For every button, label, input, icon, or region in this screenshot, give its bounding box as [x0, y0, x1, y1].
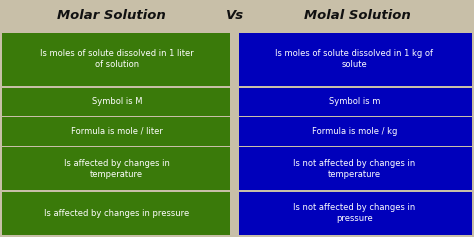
Text: Symbol is m: Symbol is m	[328, 97, 380, 106]
Text: Vs: Vs	[226, 9, 244, 22]
Bar	[238, 87, 472, 116]
Text: Is not affected by changes in
temperature: Is not affected by changes in temperatur…	[293, 159, 415, 179]
Bar	[238, 192, 472, 235]
Text: Molal Solution: Molal Solution	[304, 9, 411, 22]
Text: Is moles of solute dissolved in 1 kg of
solute: Is moles of solute dissolved in 1 kg of …	[275, 49, 433, 69]
Text: Is affected by changes in pressure: Is affected by changes in pressure	[44, 209, 190, 218]
Bar	[2, 117, 229, 146]
Bar	[2, 147, 229, 190]
Text: Is affected by changes in
temperature: Is affected by changes in temperature	[64, 159, 170, 179]
Text: Is moles of solute dissolved in 1 liter
of solution: Is moles of solute dissolved in 1 liter …	[40, 49, 194, 69]
Bar	[2, 87, 229, 116]
Text: Formula is mole / kg: Formula is mole / kg	[311, 127, 397, 136]
Bar	[2, 192, 229, 235]
Bar	[238, 147, 472, 190]
Text: Molar Solution: Molar Solution	[57, 9, 166, 22]
Text: Formula is mole / liter: Formula is mole / liter	[71, 127, 163, 136]
Text: Is not affected by changes in
pressure: Is not affected by changes in pressure	[293, 203, 415, 223]
Bar	[238, 33, 472, 86]
Text: Symbol is M: Symbol is M	[91, 97, 142, 106]
Bar	[2, 33, 229, 86]
Bar	[238, 117, 472, 146]
